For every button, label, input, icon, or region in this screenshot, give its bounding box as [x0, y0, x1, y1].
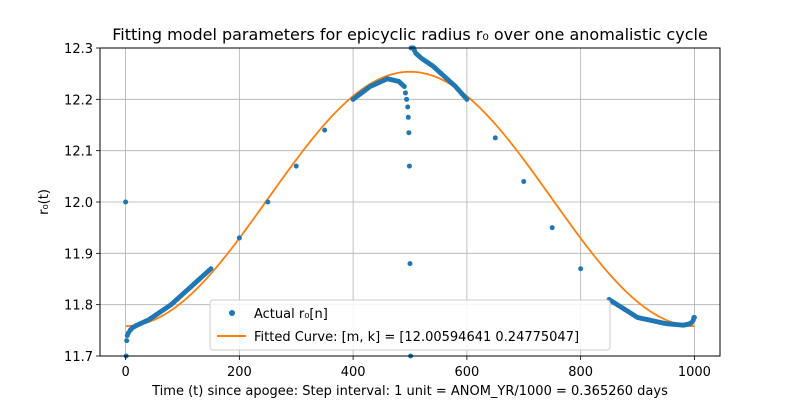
- data-point: [123, 199, 129, 205]
- data-point: [462, 95, 468, 100]
- data-point: [293, 163, 299, 169]
- x-tick-label: 1000: [678, 365, 711, 380]
- x-tick-label: 200: [227, 365, 252, 380]
- data-point: [440, 72, 445, 78]
- legend-label-fitted: Fitted Curve: [m, k] = [12.00594641 0.24…: [254, 330, 579, 345]
- fitted-curve-line: [125, 70, 695, 328]
- y-tick-label: 12.1: [64, 145, 93, 160]
- x-axis-label: Time (t) since apogee: Step interval: 1 …: [151, 384, 668, 399]
- y-tick-label: 12.3: [64, 42, 93, 57]
- y-tick-label: 12.0: [64, 196, 93, 211]
- data-point: [406, 163, 412, 169]
- data-point: [412, 48, 418, 54]
- y-tick-label: 11.7: [64, 350, 93, 365]
- legend-label-actual: Actual r₀[n]: [254, 307, 328, 322]
- data-point: [549, 225, 555, 231]
- data-point: [322, 127, 328, 133]
- x-tick-label: 400: [341, 365, 366, 380]
- data-point: [578, 266, 584, 272]
- x-tick-label: 0: [121, 365, 129, 380]
- y-tick-label: 11.9: [64, 247, 93, 262]
- data-point: [124, 338, 130, 344]
- actual-points: [123, 45, 697, 359]
- data-point: [265, 199, 271, 205]
- data-point: [405, 114, 411, 120]
- plot-frame: [99, 47, 721, 357]
- y-tick-label: 12.2: [64, 93, 93, 108]
- chart-title: Fitting model parameters for epicyclic r…: [112, 25, 708, 44]
- data-point: [236, 235, 242, 241]
- y-axis-label: r₀(t): [37, 189, 52, 215]
- data-point: [687, 320, 693, 326]
- data-point: [402, 90, 408, 96]
- data-point: [521, 178, 527, 184]
- x-axis-ticks: 0 200 400 600 800 1000: [121, 356, 711, 380]
- legend: Actual r₀[n] Fitted Curve: [m, k] = [12.…: [209, 299, 611, 351]
- data-point: [206, 267, 212, 273]
- data-point: [691, 315, 697, 320]
- data-point: [407, 261, 413, 267]
- y-axis-ticks: 11.7 11.8 11.9 12.0 12.1 12.2 12.3: [64, 42, 100, 365]
- data-point: [451, 82, 457, 88]
- data-point: [492, 135, 498, 141]
- data-point: [404, 96, 410, 102]
- data-point: [178, 293, 184, 299]
- legend-box: [209, 299, 611, 351]
- data-point: [406, 130, 412, 136]
- data-point: [405, 104, 411, 110]
- y-tick-label: 11.8: [64, 299, 93, 314]
- fitted-curve: [125, 70, 695, 328]
- x-tick-label: 600: [454, 365, 479, 380]
- legend-marker-actual: [229, 310, 235, 316]
- data-point: [400, 82, 406, 88]
- x-tick-label: 800: [568, 365, 593, 380]
